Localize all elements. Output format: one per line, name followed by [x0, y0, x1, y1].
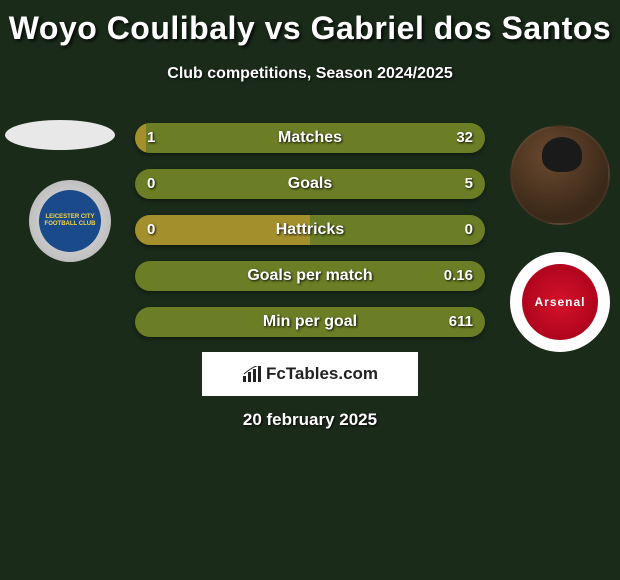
date-label: 20 february 2025: [0, 410, 620, 430]
page-title: Woyo Coulibaly vs Gabriel dos Santos: [0, 0, 620, 47]
comparison-card: Woyo Coulibaly vs Gabriel dos Santos Clu…: [0, 0, 620, 580]
stat-row: 611Min per goal: [135, 307, 485, 337]
stat-bar-right: [135, 307, 485, 337]
stat-row: 132Matches: [135, 123, 485, 153]
stat-value-right: 32: [444, 123, 485, 153]
stat-value-right: 0.16: [432, 261, 485, 291]
stat-value-left: [135, 261, 159, 291]
arsenal-crest-label: Arsenal: [522, 264, 598, 340]
subtitle: Club competitions, Season 2024/2025: [0, 65, 620, 83]
stat-row: 00Hattricks: [135, 215, 485, 245]
player-left-avatar: [5, 120, 115, 150]
stat-value-left: 1: [135, 123, 167, 153]
leicester-crest-label: LEICESTER CITY FOOTBALL CLUB: [39, 190, 101, 252]
stat-value-right: 0: [453, 215, 485, 245]
stat-value-left: 0: [135, 169, 167, 199]
stat-value-right: 611: [437, 307, 485, 337]
stat-row: 0.16Goals per match: [135, 261, 485, 291]
stat-bar-right: [146, 123, 486, 153]
stat-bar-right: [135, 169, 485, 199]
player-right-avatar: [510, 125, 610, 225]
stat-value-right: 5: [453, 169, 485, 199]
stat-row: 05Goals: [135, 169, 485, 199]
stats-panel: 132Matches05Goals00Hattricks0.16Goals pe…: [135, 123, 485, 353]
club-crest-left: LEICESTER CITY FOOTBALL CLUB: [29, 180, 111, 262]
brand-chart-icon: [242, 366, 262, 382]
stat-value-left: 0: [135, 215, 167, 245]
brand-text: FcTables.com: [266, 364, 378, 384]
club-crest-right: Arsenal: [510, 252, 610, 352]
brand-badge: FcTables.com: [202, 352, 418, 396]
stat-value-left: [135, 307, 159, 337]
